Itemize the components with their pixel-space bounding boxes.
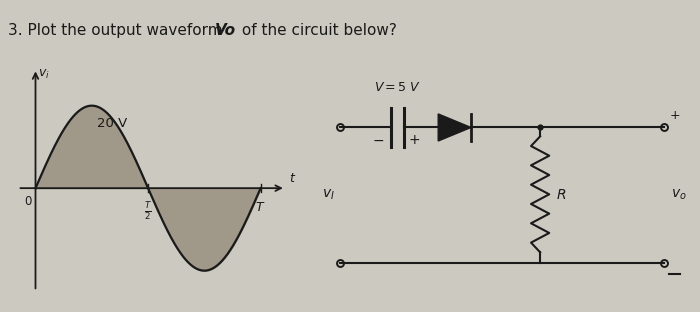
Text: 3. Plot the output waveform: 3. Plot the output waveform <box>8 23 228 38</box>
Text: of the circuit below?: of the circuit below? <box>237 23 397 38</box>
Text: Vo: Vo <box>215 23 236 38</box>
Text: $-$: $-$ <box>372 133 384 147</box>
Text: $R$: $R$ <box>556 188 567 202</box>
Text: $T$: $T$ <box>256 201 266 213</box>
Text: $v_o$: $v_o$ <box>671 188 687 202</box>
Text: $+$: $+$ <box>409 133 421 147</box>
Text: $+$: $+$ <box>669 109 680 122</box>
Text: $v_I$: $v_I$ <box>321 188 335 202</box>
Text: 20 V: 20 V <box>97 117 127 130</box>
Text: $\frac{T}{2}$: $\frac{T}{2}$ <box>144 201 152 222</box>
Text: $t$: $t$ <box>288 172 296 185</box>
Text: $V = 5$ V: $V = 5$ V <box>374 81 421 94</box>
Polygon shape <box>438 114 471 141</box>
Text: 0: 0 <box>24 195 32 208</box>
Text: $v_i$: $v_i$ <box>38 68 50 81</box>
